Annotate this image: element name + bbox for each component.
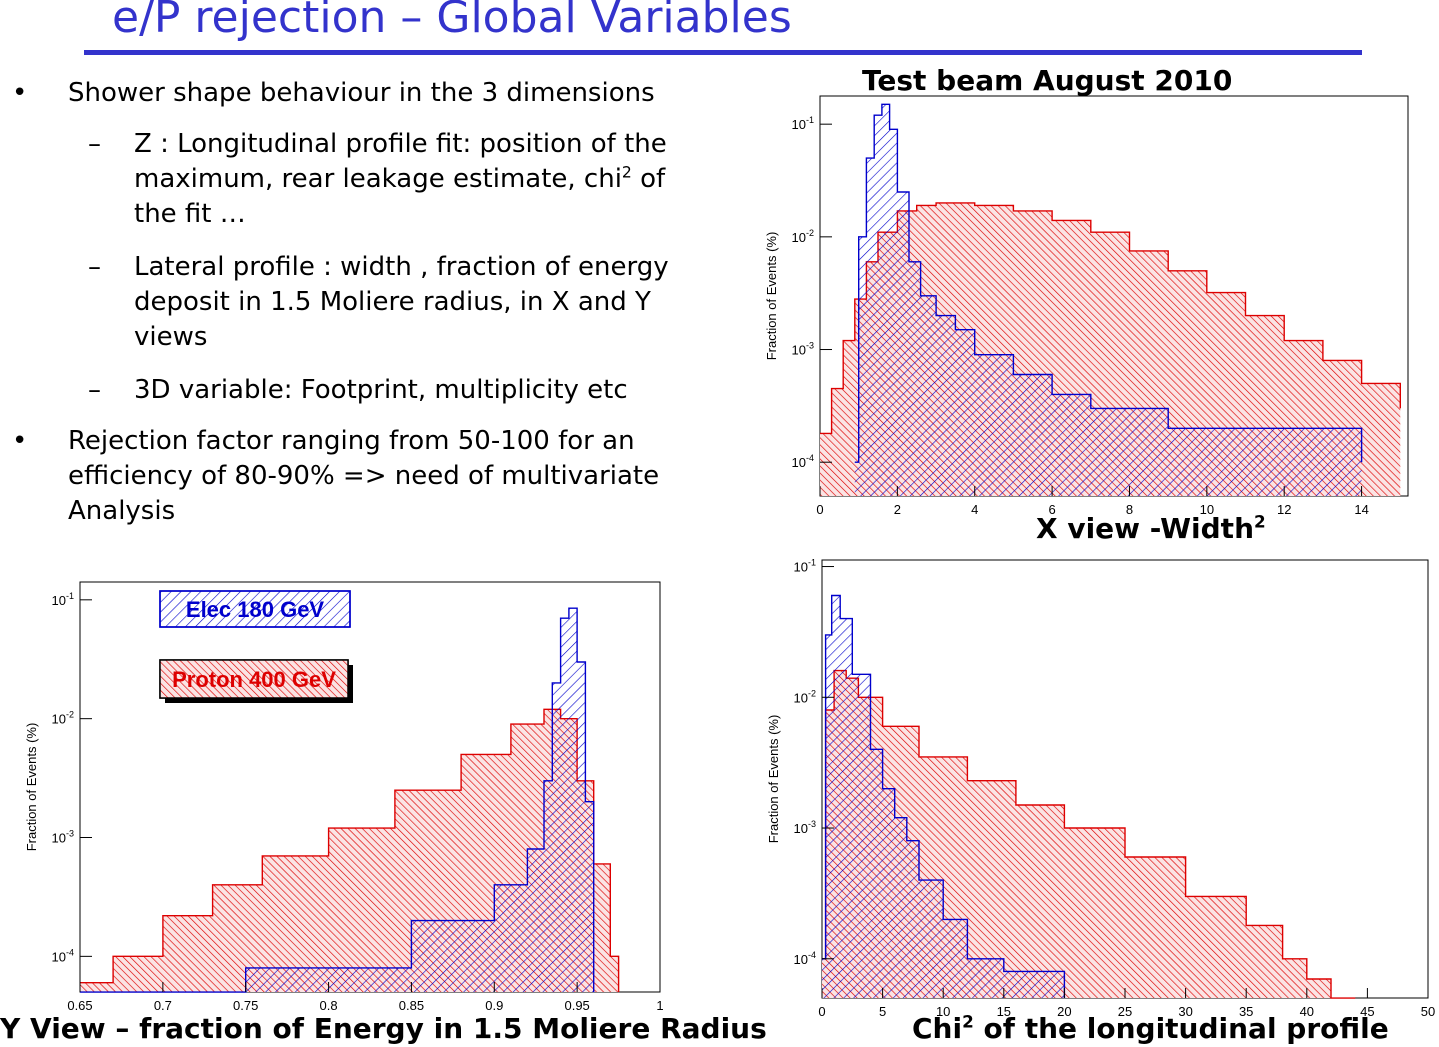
series-line-1 <box>822 594 1066 999</box>
series-fill-0 <box>822 670 1356 999</box>
sub-bullet-lateral-profile: Lateral profile : width , fraction of en… <box>134 250 754 355</box>
x-tick-label: 0.9 <box>485 998 503 1013</box>
z-line2-sup: 2 <box>621 163 632 182</box>
x-tick-label: 0.8 <box>320 998 338 1013</box>
y-tick-label: 10-4 <box>794 950 816 967</box>
x-tick-label: 10 <box>1200 502 1214 517</box>
x-tick-label: 40 <box>1300 1004 1314 1019</box>
x-tick-label: 8 <box>1126 502 1133 517</box>
y-tick-label: 10-2 <box>792 228 814 245</box>
sub-bullet-lateral-line3: views <box>134 322 208 352</box>
legend-box-hatch <box>159 590 351 628</box>
x-tick-label: 30 <box>1178 1004 1192 1019</box>
x-tick-label: 50 <box>1421 1004 1435 1019</box>
chart-3-caption: Chi2 of the longitudinal profile <box>912 1012 1389 1045</box>
x-tick-label: 0.95 <box>564 998 589 1013</box>
chart-1-caption-sup: 2 <box>1254 511 1266 532</box>
y-tick-label: 10-1 <box>792 115 814 132</box>
x-tick-label: 20 <box>1057 1004 1071 1019</box>
chart-2-caption: Y View – fraction of Energy in 1.5 Molie… <box>0 1012 767 1045</box>
y-tick-label: 10-3 <box>52 829 74 846</box>
x-tick-label: 0 <box>818 1004 825 1019</box>
chart-1-title: Test beam August 2010 <box>862 64 1233 97</box>
legend-box-hatch <box>159 659 349 699</box>
y-tick-label: 10-3 <box>794 819 816 836</box>
sub-bullet-marker: – <box>88 129 101 159</box>
y-axis-label: Fraction of Events (%) <box>764 232 779 361</box>
chart-3-caption-rest: of the longitudinal profile <box>973 1012 1389 1045</box>
y-tick-label: 10-2 <box>52 710 74 727</box>
x-tick-label: 5 <box>879 1004 886 1019</box>
x-tick-label: 2 <box>894 502 901 517</box>
x-tick-label: 10 <box>936 1004 950 1019</box>
sub-bullet-z-line3: the fit … <box>134 199 246 229</box>
sub-bullet-z-profile: Z : Longitudinal profile fit: position o… <box>134 127 754 232</box>
sub-bullet-z-line2: maximum, rear leakage estimate, chi2 of <box>134 162 754 197</box>
x-tick-label: 0.65 <box>67 998 92 1013</box>
series-fill-1 <box>80 608 594 993</box>
z-line2-text: maximum, rear leakage estimate, chi <box>134 164 622 194</box>
chart-3-caption-text: Chi <box>912 1012 963 1045</box>
bullet-2-line1: Rejection factor ranging from 50-100 for… <box>68 426 635 456</box>
sub-bullet-3d-variable: 3D variable: Footprint, multiplicity etc <box>134 375 628 405</box>
sub-bullet-marker: – <box>88 252 101 282</box>
series-fill-1 <box>822 595 1065 999</box>
x-tick-label: 4 <box>971 502 978 517</box>
x-tick-label: 0.7 <box>154 998 172 1013</box>
bullet-2-text: Rejection factor ranging from 50-100 for… <box>68 424 659 529</box>
x-tick-label: 45 <box>1360 1004 1374 1019</box>
series-line-1 <box>854 103 1363 463</box>
y-tick-label: 10-4 <box>52 947 74 964</box>
chart-x-view-width: 0 2 4 6 8 10 12 14 10-1 10-2 10-3 10-4 Fraction of E… <box>764 95 1409 517</box>
x-tick-label: 0.85 <box>399 998 424 1013</box>
bullet-marker: • <box>12 426 28 456</box>
legend-label: Proton 400 GeV <box>172 667 336 692</box>
sub-bullet-marker: – <box>88 375 101 405</box>
slide-title: e/P rejection – Global Variables <box>112 0 792 43</box>
y-axis-label: Fraction of Events (%) <box>766 715 781 844</box>
x-tick-label: 0 <box>816 502 823 517</box>
x-tick-label: 25 <box>1118 1004 1132 1019</box>
y-tick-label: 10-4 <box>792 453 814 470</box>
series-line-1 <box>80 607 595 993</box>
z-line2-tail: of <box>631 164 666 194</box>
bullet-1-text: Shower shape behaviour in the 3 dimensio… <box>68 78 655 108</box>
title-underline <box>84 50 1362 55</box>
bullet-2-line3: Analysis <box>68 496 176 526</box>
sub-bullet-lateral-line2: deposit in 1.5 Moliere radius, in X and … <box>134 287 651 317</box>
y-tick-label: 10-1 <box>52 591 74 608</box>
x-tick-label: 0.75 <box>233 998 258 1013</box>
y-axis-label: Fraction of Events (%) <box>24 723 39 852</box>
chart-3-caption-sup: 2 <box>962 1011 974 1032</box>
chart-chi2-longitudinal: 0 5 10 15 20 25 30 35 40 45 50 10-1 10-2 10-3 10-4 Frac… <box>766 558 1435 1019</box>
x-tick-label: 12 <box>1277 502 1291 517</box>
series-fill-1 <box>854 104 1362 497</box>
x-tick-label: 15 <box>997 1004 1011 1019</box>
sub-bullet-z-line1: Z : Longitudinal profile fit: position o… <box>134 129 667 159</box>
x-tick-label: 14 <box>1354 502 1368 517</box>
x-tick-label: 6 <box>1048 502 1055 517</box>
y-tick-label: 10-3 <box>792 341 814 358</box>
chart-1-caption-text: X view -Width <box>1036 512 1254 545</box>
y-tick-label: 10-1 <box>794 558 816 575</box>
chart-y-view-fraction: 0.65 0.7 0.75 0.8 0.85 0.9 0.95 1 10-1 10-2 10-3 10… <box>24 581 664 1013</box>
sub-bullet-lateral-line1: Lateral profile : width , fraction of en… <box>134 252 669 282</box>
x-tick-label: 35 <box>1239 1004 1253 1019</box>
chart-1-caption: X view -Width2 <box>1036 512 1266 545</box>
bullet-2-line2: efficiency of 80-90% => need of multivar… <box>68 461 660 491</box>
y-tick-label: 10-2 <box>794 688 816 705</box>
legend-label: Elec 180 GeV <box>186 597 325 622</box>
bullet-marker: • <box>12 78 28 108</box>
x-tick-label: 1 <box>656 998 663 1013</box>
